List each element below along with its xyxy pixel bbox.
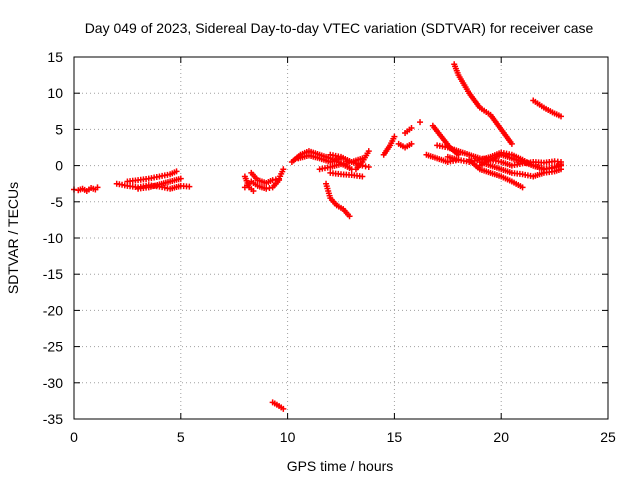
data-point (365, 148, 372, 155)
series-arc-1 (71, 184, 101, 194)
series-arc-6 (248, 166, 287, 186)
x-tick-label: 15 (387, 429, 403, 445)
series-arc-16 (380, 133, 398, 158)
data-point (173, 168, 180, 175)
series-arc-26 (466, 156, 526, 191)
data-point (186, 183, 193, 190)
series-arc-5 (241, 177, 283, 192)
data-point (558, 166, 565, 173)
data-point (391, 133, 398, 140)
y-tick-label: -30 (43, 375, 63, 391)
chart-title: Day 049 of 2023, Sidereal Day-to-day VTE… (85, 20, 594, 36)
series-arc-17 (395, 140, 415, 151)
data-point (365, 164, 372, 171)
series-arc-8 (269, 399, 287, 412)
series-arc-4 (135, 175, 184, 192)
data-point (558, 113, 565, 120)
y-tick-label: 10 (47, 85, 63, 101)
data-point (280, 405, 287, 412)
y-tick-label: 0 (55, 158, 63, 174)
y-tick-label: -5 (51, 194, 64, 210)
series-arc-18 (402, 124, 415, 137)
series-arc-3 (124, 168, 180, 185)
y-tick-label: -25 (43, 339, 63, 355)
data-point (508, 140, 515, 147)
x-tick-label: 0 (70, 429, 78, 445)
y-tick-label: -35 (43, 411, 63, 427)
series-arc-13 (327, 169, 366, 180)
data-point (346, 213, 353, 220)
data-points (71, 61, 565, 412)
series-arc-27 (451, 61, 515, 147)
data-point (250, 187, 257, 194)
y-tick-label: 5 (55, 121, 63, 137)
data-point (519, 184, 526, 191)
y-tick-label: -15 (43, 266, 63, 282)
grid-lines (74, 57, 608, 419)
x-tick-label: 10 (280, 429, 296, 445)
data-point (280, 166, 287, 173)
y-tick-label: -10 (43, 230, 63, 246)
x-tick-label: 20 (493, 429, 509, 445)
series-arc-19 (417, 119, 424, 126)
y-tick-label: 15 (47, 49, 63, 65)
y-tick-label: -20 (43, 302, 63, 318)
x-tick-label: 5 (177, 429, 185, 445)
axes: 0 5 10 15 20 25 15 10 5 0 -5 -10 -15 -20 -25 -30 -35 (43, 49, 616, 445)
series-arc-14 (352, 148, 372, 173)
data-point (359, 173, 366, 180)
x-axis-label: GPS time / hours (287, 458, 394, 474)
series-arc-7 (241, 173, 257, 194)
series-arc-28 (530, 97, 565, 120)
series-arc-12 (327, 151, 372, 171)
data-point (94, 184, 101, 191)
series-arc-25 (476, 151, 565, 173)
data-point (177, 175, 184, 182)
data-point (558, 161, 565, 168)
series-arc-15 (323, 180, 353, 220)
data-point (408, 140, 415, 147)
y-axis-label: SDTVAR / TECUs (5, 182, 21, 294)
x-tick-label: 25 (600, 429, 616, 445)
data-point (408, 124, 415, 131)
data-point (417, 119, 424, 126)
